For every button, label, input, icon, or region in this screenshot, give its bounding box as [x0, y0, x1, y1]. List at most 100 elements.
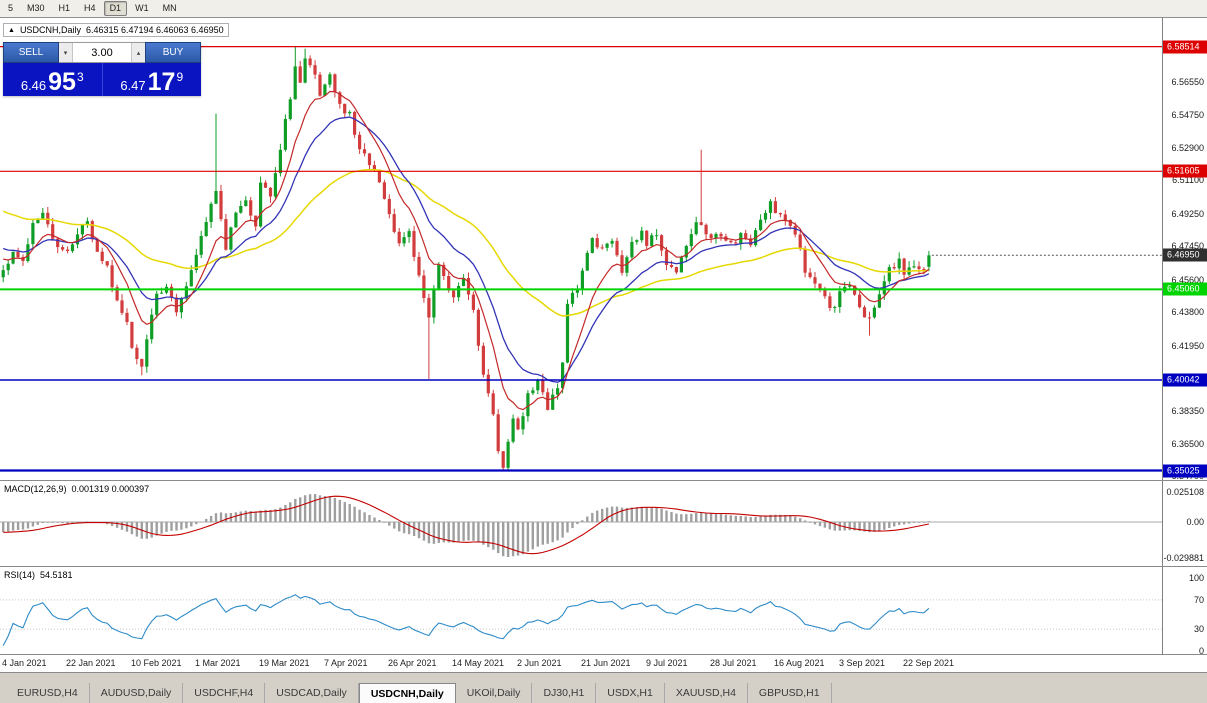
price-tick: 6.45600: [1171, 275, 1204, 285]
chart-symbol-title: ▲ USDCNH,Daily 6.46315 6.47194 6.46063 6…: [3, 23, 229, 37]
price-tick: 6.49250: [1171, 209, 1204, 219]
chart-tab-xauusd-h4[interactable]: XAUUSD,H4: [665, 683, 748, 703]
status-strip: [0, 673, 1207, 683]
price-chart-pane[interactable]: 6.56550 6.54750 6.52900 6.51100 6.49250 6.474…: [0, 18, 1207, 480]
date-label: 16 Aug 2021: [774, 658, 825, 668]
date-label: 1 Mar 2021: [195, 658, 241, 668]
buy-price-small: 6.47: [120, 78, 146, 93]
timeframe-button-w1[interactable]: W1: [135, 3, 149, 13]
macd-tick: 0.00: [1186, 517, 1204, 527]
chart-tab-usdx-h1[interactable]: USDX,H1: [596, 683, 665, 703]
rsi-canvas[interactable]: [0, 567, 1162, 654]
date-label: 28 Jul 2021: [710, 658, 757, 668]
rsi-tick: 30: [1193, 624, 1204, 634]
date-label: 21 Jun 2021: [581, 658, 631, 668]
macd-pane[interactable]: MACD(12,26,9) 0.001319 0.000397 0.025108 0…: [0, 481, 1207, 566]
volume-stepper[interactable]: ▾ 3.00 ▴: [59, 42, 145, 63]
price-tick: 6.56550: [1171, 77, 1204, 87]
date-label: 22 Sep 2021: [903, 658, 955, 668]
macd-label: MACD(12,26,9) 0.001319 0.000397: [4, 484, 154, 494]
buy-button[interactable]: BUY: [145, 42, 201, 63]
level-price-badge: 6.45060: [1163, 282, 1207, 296]
date-label: 2 Jun 2021: [517, 658, 562, 668]
chart-tab-usdcad-daily[interactable]: USDCAD,Daily: [265, 683, 359, 703]
sell-price-small: 6.46: [20, 78, 47, 93]
rsi-axis: 100 70 30 0: [1162, 567, 1207, 654]
buy-price-big: 17: [147, 68, 176, 96]
price-tick: 6.43800: [1171, 307, 1204, 317]
level-price-badge: 6.35025: [1163, 464, 1207, 478]
timeframe-button-h1[interactable]: H1: [58, 3, 71, 13]
sell-price-pip: 3: [76, 70, 84, 84]
chart-tab-audusd-daily[interactable]: AUDUSD,Daily: [90, 683, 184, 703]
price-tick: 6.52900: [1171, 143, 1204, 153]
level-price-badge: 6.58514: [1163, 40, 1207, 54]
buy-price-pip: 9: [176, 70, 184, 84]
timeframe-button-m30[interactable]: M30: [27, 3, 45, 13]
date-label: 22 Jan 2021: [66, 658, 116, 668]
price-tick: 6.54750: [1171, 110, 1204, 120]
chart-tab-usdcnh-daily[interactable]: USDCNH,Daily: [358, 683, 456, 703]
current-price-badge: 6.46950: [1163, 248, 1207, 262]
level-price-badge: 6.51605: [1163, 164, 1207, 178]
volume-increase-icon[interactable]: ▴: [131, 43, 145, 62]
trade-prices-row: 6.46 95 3 6.47 17 9: [3, 63, 201, 96]
timeframe-button-h4[interactable]: H4: [84, 3, 96, 13]
rsi-tick: 100: [1188, 573, 1204, 583]
pane-separator: [0, 566, 1207, 567]
date-label: 7 Apr 2021: [324, 658, 368, 668]
date-label: 19 Mar 2021: [259, 658, 310, 668]
date-label: 10 Feb 2021: [131, 658, 182, 668]
date-label: 4 Jan 2021: [2, 658, 47, 668]
macd-tick: -0.029881: [1163, 553, 1204, 563]
rsi-title: RSI(14): [4, 570, 36, 580]
timeframe-toolbar: 5 M30 H1 H4 D1 W1 MN: [0, 0, 1207, 18]
pane-separator: [0, 480, 1207, 481]
ohlc-values: 6.46315 6.47194 6.46063 6.46950: [85, 25, 224, 35]
date-label: 14 May 2021: [452, 658, 505, 668]
macd-values: 0.001319 0.000397: [71, 484, 150, 494]
rsi-tick: 70: [1193, 595, 1204, 605]
price-tick: 6.41950: [1171, 341, 1204, 351]
chart-tab-usdchf-h4[interactable]: USDCHF,H4: [183, 683, 266, 703]
date-label: 3 Sep 2021: [839, 658, 886, 668]
price-tick: 6.47450: [1171, 241, 1204, 251]
timeframe-button-d1[interactable]: D1: [103, 1, 128, 16]
volume-value: 3.00: [91, 46, 113, 59]
sell-button[interactable]: SELL: [3, 42, 59, 63]
symbol-name: USDCNH,Daily: [19, 25, 81, 35]
price-tick: 6.51100: [1172, 175, 1204, 185]
date-label: 9 Jul 2021: [646, 658, 688, 668]
volume-decrease-icon[interactable]: ▾: [59, 43, 73, 62]
chart-tab-dj30-h1[interactable]: DJ30,H1: [532, 683, 597, 703]
pane-separator: [0, 672, 1207, 673]
chart-tabs-bar: EURUSD,H4 AUDUSD,Daily USDCHF,H4 USDCAD,Dai…: [0, 683, 1207, 703]
timeframe-button-mn[interactable]: MN: [162, 3, 177, 13]
one-click-trading-widget: SELL ▾ 3.00 ▴ BUY 6.46 95 3 6.47: [3, 42, 201, 96]
sell-price-big: 95: [48, 68, 76, 96]
rsi-label: RSI(14) 54.5181: [4, 570, 78, 580]
chart-tab-eurusd-h4[interactable]: EURUSD,H4: [6, 683, 90, 703]
date-label: 26 Apr 2021: [388, 658, 437, 668]
level-price-badge: 6.40042: [1163, 373, 1207, 387]
sell-price-display[interactable]: 6.46 95 3: [3, 63, 102, 96]
chart-tab-ukoil-daily[interactable]: UKOil,Daily: [456, 683, 533, 703]
macd-tick: 0.025108: [1166, 487, 1204, 497]
collapse-chart-icon[interactable]: ▲: [8, 26, 15, 34]
macd-axis: 0.025108 0.00 -0.029881: [1162, 481, 1207, 566]
macd-title: MACD(12,26,9): [4, 484, 67, 494]
price-tick: 6.38350: [1171, 406, 1204, 416]
rsi-tick: 0: [1198, 646, 1204, 654]
timeframe-button-5[interactable]: 5: [8, 3, 14, 13]
trade-controls-row: SELL ▾ 3.00 ▴ BUY: [3, 42, 201, 63]
pane-separator: [0, 654, 1207, 655]
price-axis: 6.56550 6.54750 6.52900 6.51100 6.49250 6.474…: [1162, 18, 1207, 480]
chart-tab-gbpusd-h1[interactable]: GBPUSD,H1: [748, 683, 832, 703]
buy-price-display[interactable]: 6.47 17 9: [101, 63, 202, 96]
rsi-pane[interactable]: RSI(14) 54.5181 100 70 30 0: [0, 567, 1207, 654]
macd-canvas[interactable]: [0, 481, 1162, 566]
price-tick: 6.36500: [1171, 439, 1204, 449]
date-axis: 4 Jan 2021 22 Jan 2021 10 Feb 2021 1 Mar 20…: [0, 655, 1207, 672]
rsi-value: 54.5181: [40, 570, 73, 580]
